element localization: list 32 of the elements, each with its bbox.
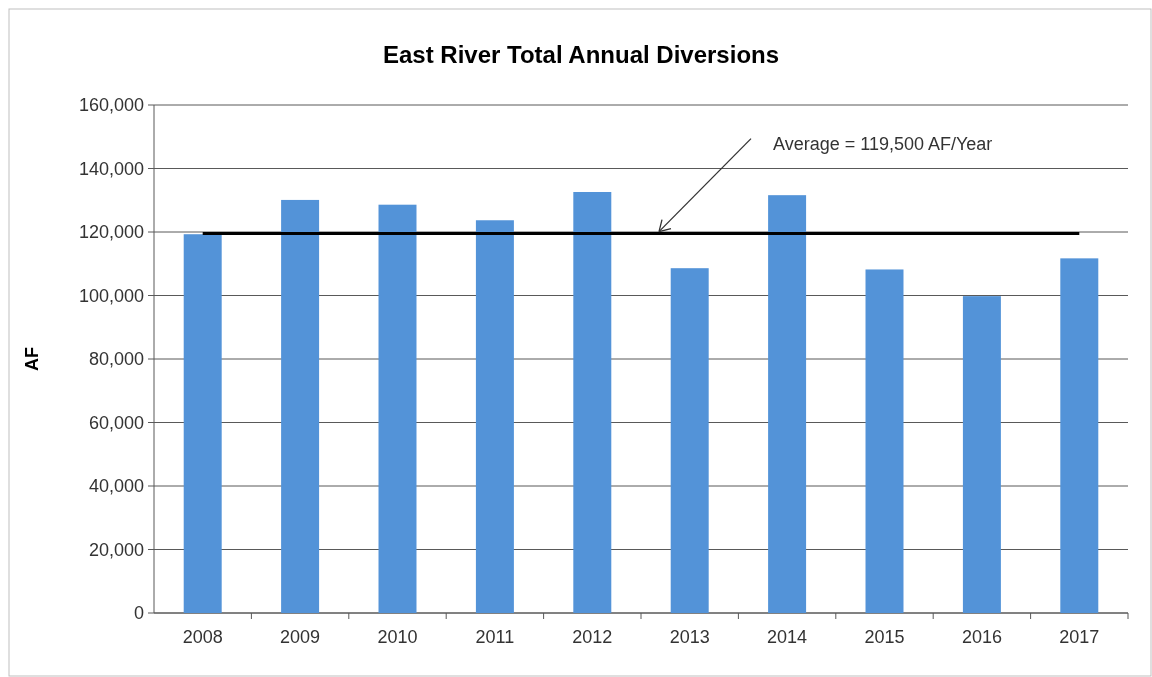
x-tick-label: 2017 xyxy=(1059,627,1100,647)
y-tick-label: 60,000 xyxy=(88,412,144,433)
x-tick-label: 2016 xyxy=(961,627,1002,647)
bar xyxy=(962,296,1001,613)
y-tick-label: 120,000 xyxy=(78,222,144,243)
bar xyxy=(378,204,417,613)
bar xyxy=(281,199,320,613)
x-tick-label: 2015 xyxy=(864,627,905,647)
bar xyxy=(670,268,709,613)
y-tick-label: 100,000 xyxy=(78,285,144,306)
bar xyxy=(1060,258,1099,613)
x-tick-label: 2013 xyxy=(669,627,710,647)
y-tick-label: 140,000 xyxy=(78,158,144,179)
y-axis-title: AF xyxy=(22,347,42,371)
y-tick-label: 40,000 xyxy=(88,476,144,497)
bar xyxy=(573,192,612,613)
bar xyxy=(475,220,514,613)
x-tick-label: 2011 xyxy=(475,627,515,647)
x-tick-label: 2009 xyxy=(280,627,321,647)
x-tick-label: 2014 xyxy=(767,627,808,647)
y-tick-label: 0 xyxy=(133,603,144,624)
bar xyxy=(865,269,904,613)
ref-line-label: Average = 119,500 AF/Year xyxy=(773,133,993,154)
y-tick-label: 80,000 xyxy=(88,349,144,370)
y-tick-label: 20,000 xyxy=(88,539,144,560)
x-tick-label: 2012 xyxy=(572,627,613,647)
y-tick-label: 160,000 xyxy=(78,95,144,116)
bar xyxy=(183,234,222,613)
x-tick-label: 2008 xyxy=(182,627,223,647)
x-tick-label: 2010 xyxy=(377,627,418,647)
bar xyxy=(768,195,807,613)
chart-title: East River Total Annual Diversions xyxy=(382,41,780,68)
